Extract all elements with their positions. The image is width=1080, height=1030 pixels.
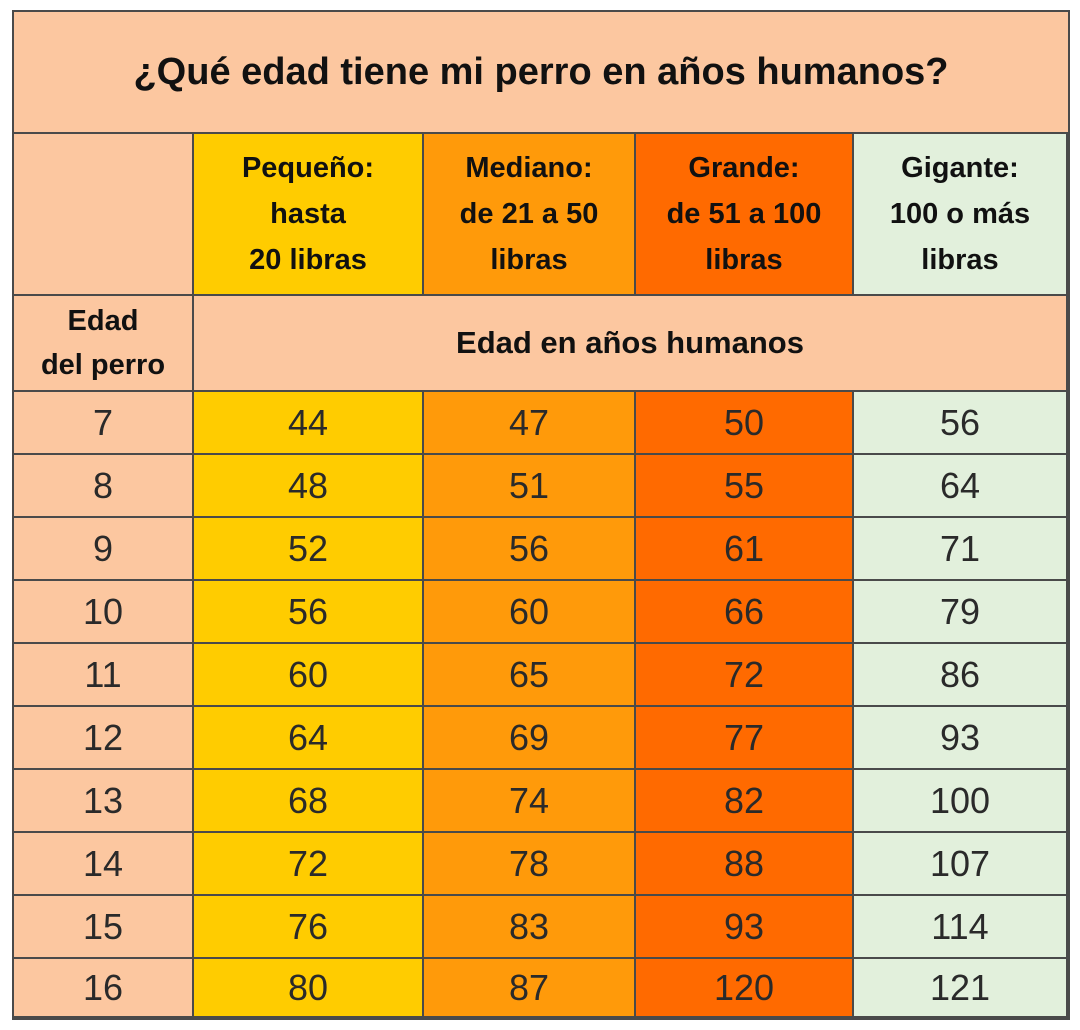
column-header: Grande: de 51 a 100 libras — [636, 134, 854, 296]
column-header: Gigante: 100 o más libras — [854, 134, 1068, 296]
column-header: Mediano: de 21 a 50 libras — [424, 134, 636, 296]
human-age-cell: 114 — [854, 896, 1068, 959]
human-age-cell: 82 — [636, 770, 854, 833]
dog-age-cell: 16 — [14, 959, 194, 1018]
human-age-cell: 87 — [424, 959, 636, 1018]
dog-age-cell: 7 — [14, 392, 194, 455]
dog-age-cell: 14 — [14, 833, 194, 896]
dog-age-cell: 11 — [14, 644, 194, 707]
human-age-cell: 71 — [854, 518, 1068, 581]
human-age-cell: 56 — [854, 392, 1068, 455]
row-header-label: Edad del perro — [14, 296, 194, 392]
corner-cell — [14, 134, 194, 296]
dog-age-table: ¿Qué edad tiene mi perro en años humanos… — [12, 10, 1070, 1020]
human-age-cell: 61 — [636, 518, 854, 581]
dog-age-cell: 13 — [14, 770, 194, 833]
human-age-cell: 74 — [424, 770, 636, 833]
human-age-cell: 69 — [424, 707, 636, 770]
human-age-cell: 88 — [636, 833, 854, 896]
human-age-cell: 107 — [854, 833, 1068, 896]
human-age-cell: 56 — [424, 518, 636, 581]
human-age-cell: 52 — [194, 518, 424, 581]
human-age-cell: 60 — [194, 644, 424, 707]
human-age-cell: 47 — [424, 392, 636, 455]
human-age-cell: 86 — [854, 644, 1068, 707]
human-age-cell: 72 — [636, 644, 854, 707]
human-age-cell: 51 — [424, 455, 636, 518]
human-age-cell: 80 — [194, 959, 424, 1018]
human-age-cell: 65 — [424, 644, 636, 707]
human-age-cell: 93 — [636, 896, 854, 959]
human-age-cell: 60 — [424, 581, 636, 644]
human-age-cell: 64 — [854, 455, 1068, 518]
dog-age-cell: 12 — [14, 707, 194, 770]
value-subheader: Edad en años humanos — [194, 296, 1068, 392]
human-age-cell: 68 — [194, 770, 424, 833]
human-age-cell: 121 — [854, 959, 1068, 1018]
human-age-cell: 83 — [424, 896, 636, 959]
human-age-cell: 50 — [636, 392, 854, 455]
human-age-cell: 120 — [636, 959, 854, 1018]
dog-age-cell: 15 — [14, 896, 194, 959]
dog-age-cell: 8 — [14, 455, 194, 518]
human-age-cell: 44 — [194, 392, 424, 455]
human-age-cell: 76 — [194, 896, 424, 959]
human-age-cell: 55 — [636, 455, 854, 518]
human-age-cell: 77 — [636, 707, 854, 770]
human-age-cell: 93 — [854, 707, 1068, 770]
human-age-cell: 66 — [636, 581, 854, 644]
human-age-cell: 100 — [854, 770, 1068, 833]
human-age-cell: 56 — [194, 581, 424, 644]
dog-age-cell: 9 — [14, 518, 194, 581]
human-age-cell: 64 — [194, 707, 424, 770]
dog-age-cell: 10 — [14, 581, 194, 644]
human-age-cell: 78 — [424, 833, 636, 896]
page-title: ¿Qué edad tiene mi perro en años humanos… — [14, 12, 1068, 134]
human-age-cell: 48 — [194, 455, 424, 518]
human-age-cell: 79 — [854, 581, 1068, 644]
column-header: Pequeño: hasta 20 libras — [194, 134, 424, 296]
human-age-cell: 72 — [194, 833, 424, 896]
